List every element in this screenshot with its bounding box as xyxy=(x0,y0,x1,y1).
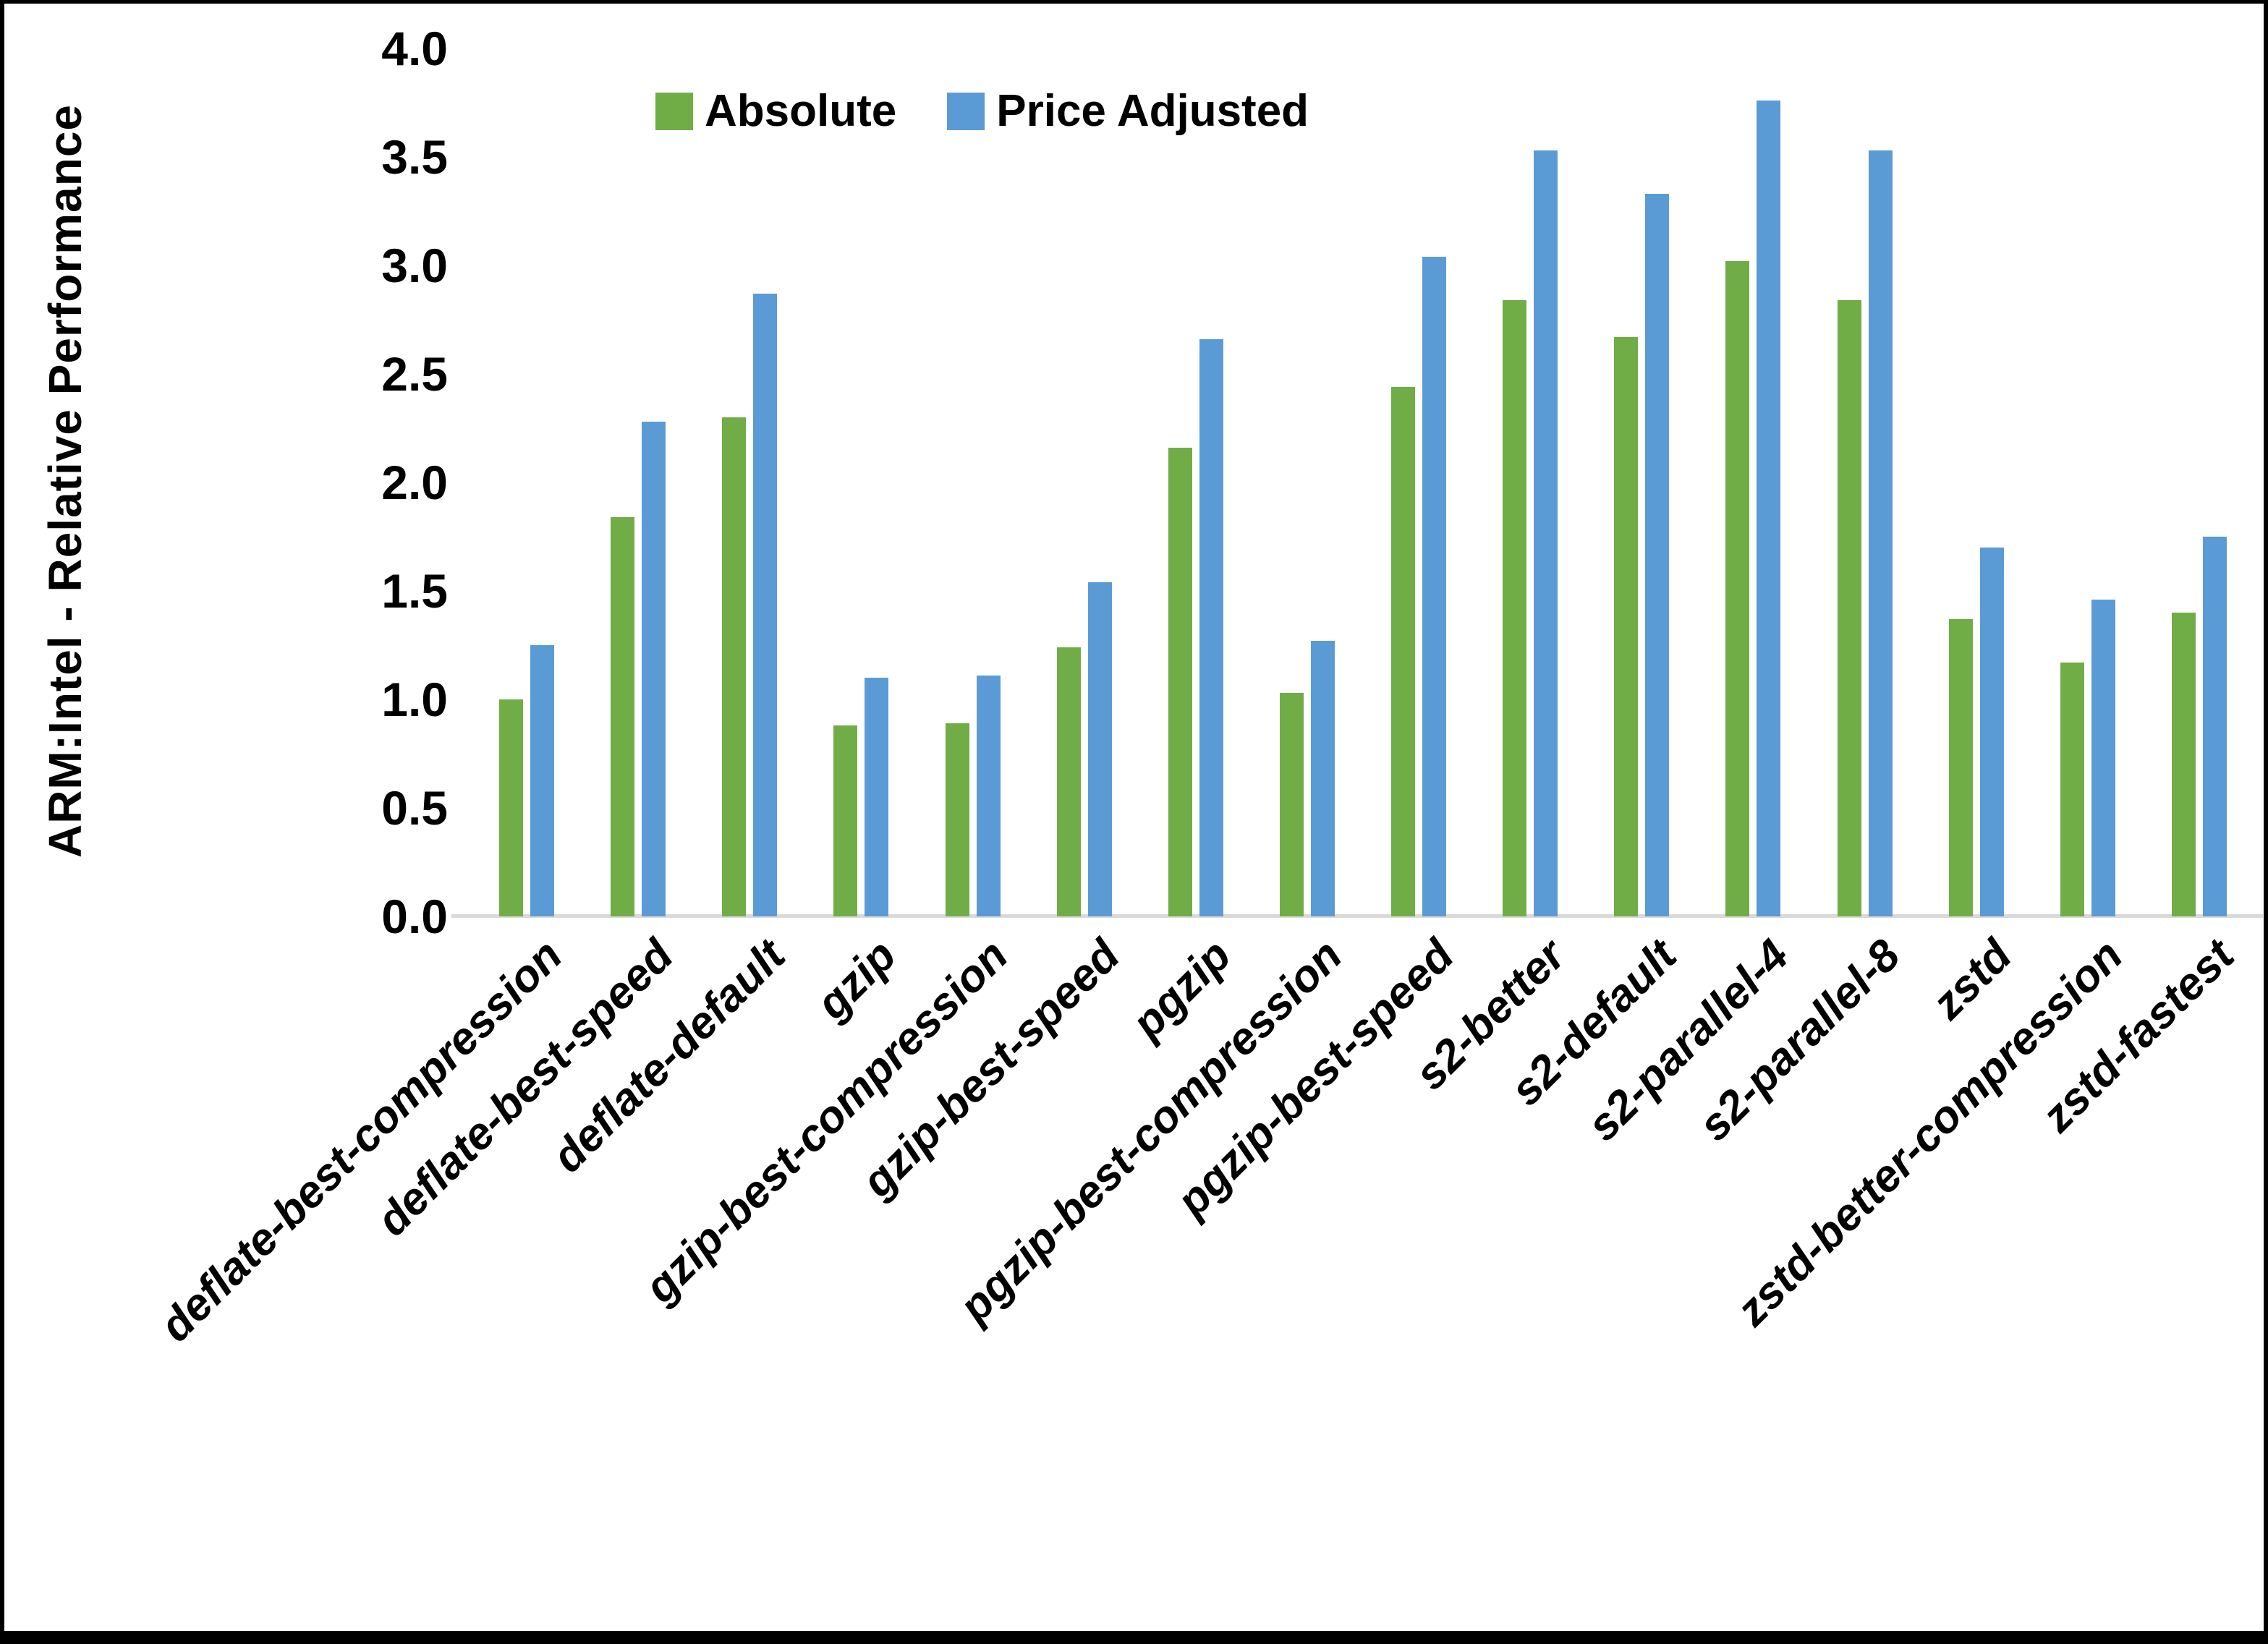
legend-swatch-absolute xyxy=(655,93,693,130)
bar-absolute-zstd-better-compression xyxy=(2060,663,2084,916)
category-deflate-best-speed xyxy=(582,48,694,916)
bar-series-container xyxy=(471,48,2255,916)
y-tick-label: 0.0 xyxy=(381,890,448,943)
bar-price-adjusted-zstd-better-compression xyxy=(2091,600,2115,916)
category-pgzip xyxy=(1140,48,1252,916)
x-tick-label-zstd: zstd xyxy=(1922,930,2021,1029)
y-tick-label: 1.0 xyxy=(381,673,448,726)
bar-price-adjusted-gzip xyxy=(865,678,889,916)
category-deflate-best-compression xyxy=(471,48,582,916)
bar-absolute-pgzip-best-speed xyxy=(1391,387,1416,916)
bar-absolute-pgzip xyxy=(1168,448,1192,916)
bar-price-adjusted-s2-better xyxy=(1534,150,1558,916)
y-tick-label: 3.5 xyxy=(381,130,448,184)
bar-absolute-s2-default xyxy=(1614,337,1639,916)
bar-price-adjusted-pgzip-best-compression xyxy=(1310,641,1335,916)
bar-absolute-deflate-best-speed xyxy=(611,517,635,916)
bar-absolute-deflate-best-compression xyxy=(499,699,524,916)
bar-absolute-s2-better xyxy=(1503,300,1527,916)
bar-price-adjusted-deflate-best-compression xyxy=(530,645,555,916)
legend-item-price-adjusted: Price Adjusted xyxy=(947,89,1309,134)
y-tick-label: 1.5 xyxy=(381,564,448,618)
bar-absolute-s2-parallel-4 xyxy=(1725,261,1750,916)
category-s2-parallel-8 xyxy=(1809,48,1921,916)
category-gzip-best-compression xyxy=(917,48,1029,916)
y-tick-label: 3.0 xyxy=(381,239,448,292)
plot-area: ARM:Intel - Relative Performance Absolut… xyxy=(4,4,2264,1631)
bar-price-adjusted-pgzip xyxy=(1199,339,1223,916)
y-tick-label: 0.5 xyxy=(381,781,448,835)
legend: Absolute Price Adjusted xyxy=(655,89,1309,134)
bar-absolute-gzip-best-compression xyxy=(945,723,969,916)
x-tick-label-deflate-best-compression: deflate-best-compression xyxy=(150,930,572,1352)
category-gzip-best-speed xyxy=(1029,48,1140,916)
category-s2-parallel-4 xyxy=(1697,48,1809,916)
bar-absolute-gzip-best-speed xyxy=(1056,647,1081,916)
bar-price-adjusted-s2-parallel-8 xyxy=(1868,150,1893,916)
x-tick-label-s2-parallel-8: s2-parallel-8 xyxy=(1689,930,1910,1151)
legend-label-price-adjusted: Price Adjusted xyxy=(996,86,1309,136)
bar-price-adjusted-zstd-fastest xyxy=(2202,537,2227,916)
y-tick-label: 2.5 xyxy=(381,347,448,401)
bar-absolute-s2-parallel-8 xyxy=(1837,300,1861,916)
bar-price-adjusted-pgzip-best-speed xyxy=(1422,257,1447,916)
legend-item-absolute: Absolute xyxy=(655,89,896,134)
y-tick-label: 2.0 xyxy=(381,456,448,509)
bar-price-adjusted-s2-parallel-4 xyxy=(1757,101,1781,916)
legend-label-absolute: Absolute xyxy=(705,86,897,136)
bar-absolute-zstd-fastest xyxy=(2171,613,2196,916)
bar-price-adjusted-gzip-best-speed xyxy=(1087,582,1112,916)
category-zstd-better-compression xyxy=(2032,48,2144,916)
bar-price-adjusted-gzip-best-compression xyxy=(976,676,1001,916)
bar-absolute-deflate-default xyxy=(722,417,747,916)
x-axis-line xyxy=(451,914,2263,918)
category-zstd-fastest xyxy=(2144,48,2255,916)
bar-price-adjusted-zstd xyxy=(1979,548,2004,916)
category-s2-default xyxy=(1586,48,1697,916)
legend-swatch-price-adjusted xyxy=(947,93,985,130)
category-deflate-default xyxy=(694,48,805,916)
bar-absolute-pgzip-best-compression xyxy=(1279,693,1304,916)
bar-absolute-gzip xyxy=(833,725,858,916)
bar-absolute-zstd xyxy=(1948,619,1973,916)
category-pgzip-best-compression xyxy=(1252,48,1363,916)
category-pgzip-best-speed xyxy=(1363,48,1474,916)
category-s2-better xyxy=(1474,48,1586,916)
bar-price-adjusted-s2-default xyxy=(1645,194,1670,916)
x-axis-labels: deflate-best-compression deflate-best-spe… xyxy=(4,4,2264,1631)
bar-price-adjusted-deflate-default xyxy=(753,294,778,916)
category-zstd xyxy=(1921,48,2032,916)
bar-price-adjusted-deflate-best-speed xyxy=(642,422,666,916)
x-tick-label-gzip: gzip xyxy=(807,930,906,1029)
y-tick-label: 4.0 xyxy=(381,22,448,75)
category-gzip xyxy=(805,48,917,916)
